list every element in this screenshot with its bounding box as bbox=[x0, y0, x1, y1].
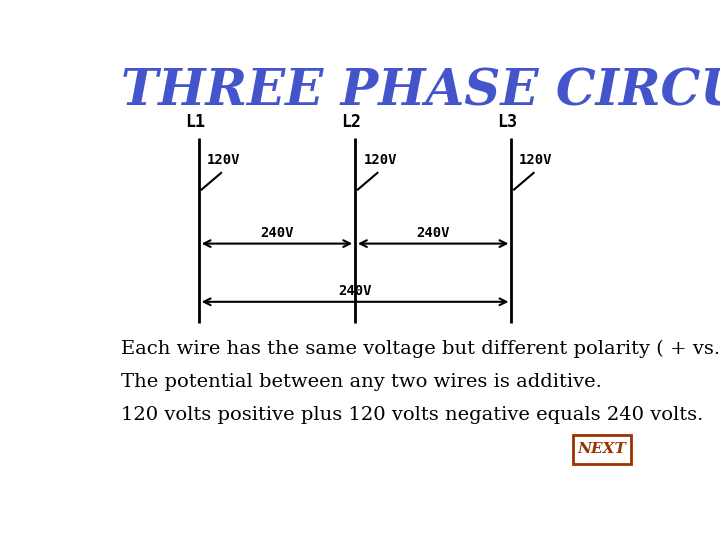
Text: 120V: 120V bbox=[364, 153, 397, 167]
Text: 240V: 240V bbox=[338, 285, 372, 299]
Text: 120V: 120V bbox=[207, 153, 240, 167]
Text: NEXT: NEXT bbox=[577, 442, 626, 456]
Text: 120 volts positive plus 120 volts negative equals 240 volts.: 120 volts positive plus 120 volts negati… bbox=[121, 407, 703, 424]
Text: 240V: 240V bbox=[416, 226, 450, 240]
Text: Each wire has the same voltage but different polarity ( + vs. - ).: Each wire has the same voltage but diffe… bbox=[121, 340, 720, 358]
FancyBboxPatch shape bbox=[572, 435, 631, 464]
Text: L3: L3 bbox=[498, 113, 518, 131]
Text: 240V: 240V bbox=[260, 226, 294, 240]
Text: THREE PHASE CIRCUITS: THREE PHASE CIRCUITS bbox=[121, 68, 720, 116]
Text: 120V: 120V bbox=[518, 153, 552, 167]
Text: L1: L1 bbox=[185, 113, 205, 131]
Text: L2: L2 bbox=[341, 113, 361, 131]
Text: The potential between any two wires is additive.: The potential between any two wires is a… bbox=[121, 373, 602, 391]
